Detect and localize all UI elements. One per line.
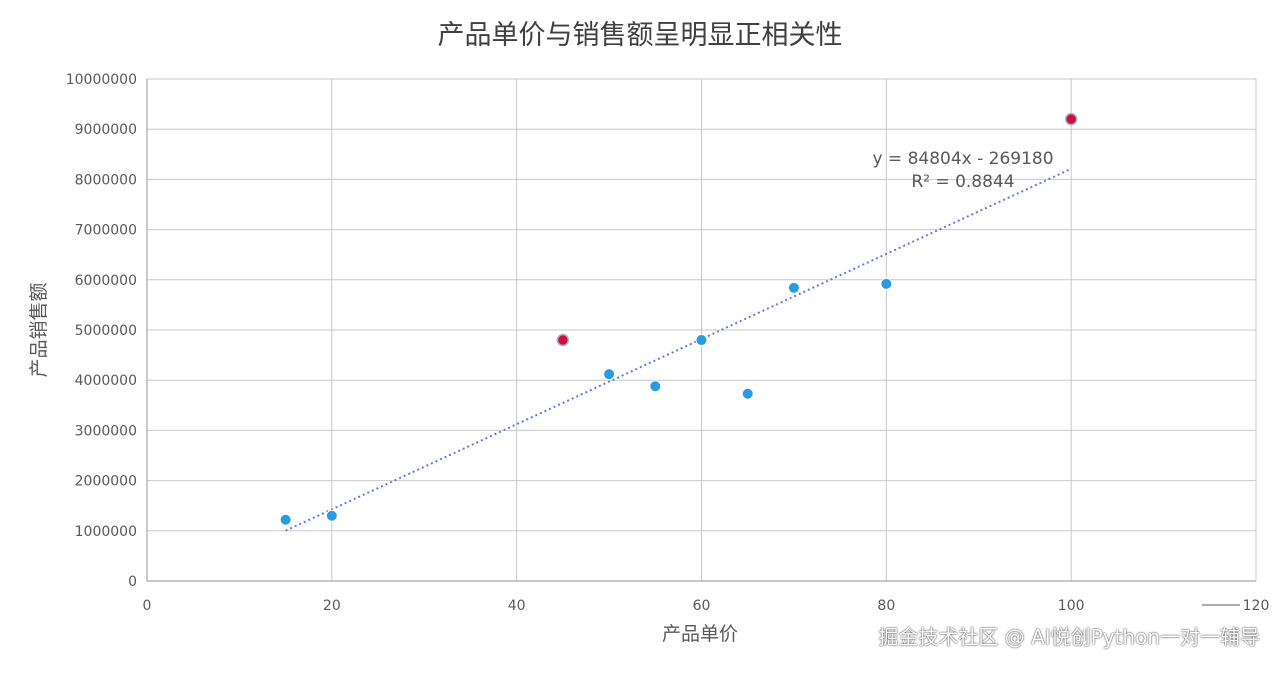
data-point-highlight [1064, 112, 1078, 126]
data-point [325, 509, 338, 522]
chart-title: 产品单价与销售额呈明显正相关性 [438, 20, 843, 51]
y-tick-label: 2000000 [75, 474, 137, 490]
y-tick-label: 3000000 [75, 423, 137, 439]
x-tick-label: 120 [1243, 598, 1270, 614]
x-axis-label: 产品单价 [662, 623, 738, 645]
y-axis-label: 产品销售额 [28, 282, 50, 377]
grid [147, 78, 1257, 581]
y-tick-label: 1000000 [75, 524, 137, 540]
trendline-r2-label: R² = 0.8844 [911, 172, 1014, 192]
watermark: 掘金技术社区 @ AI悦创Python一对一辅导 [878, 625, 1260, 649]
x-tick-label: 100 [1058, 598, 1085, 614]
data-point [695, 334, 708, 347]
x-tick-labels: 0 20 40 60 80 100 120 [143, 598, 1270, 614]
y-tick-label: 7000000 [75, 223, 137, 239]
y-tick-label: 9000000 [75, 122, 137, 138]
data-point [649, 380, 662, 393]
y-tick-label: 8000000 [75, 172, 137, 188]
x-tick-label: 80 [877, 598, 895, 614]
y-tick-label: 0 [128, 574, 137, 590]
x-tick-label: 0 [143, 598, 152, 614]
x-tick-label: 40 [508, 598, 526, 614]
data-point-highlight [556, 333, 570, 347]
x-tick-label: 60 [693, 598, 711, 614]
trendline-equation-label: y = 84804x - 269180 [872, 149, 1053, 169]
y-tick-label: 6000000 [75, 273, 137, 289]
y-tick-labels: 0 1000000 2000000 3000000 4000000 5000000 6000… [66, 72, 137, 590]
y-tick-label: 10000000 [66, 72, 137, 88]
data-points [279, 112, 1078, 526]
data-point [279, 513, 292, 526]
data-point [787, 281, 800, 294]
trendline [285, 167, 1072, 532]
x-tick-label: 20 [323, 598, 341, 614]
y-tick-label: 4000000 [75, 373, 137, 389]
trendline-line [285, 167, 1072, 532]
data-point [741, 387, 754, 400]
data-point [880, 277, 893, 290]
data-point [603, 368, 616, 381]
y-tick-label: 5000000 [75, 323, 137, 339]
watermark-mark [1202, 604, 1240, 606]
axes [146, 79, 1256, 582]
